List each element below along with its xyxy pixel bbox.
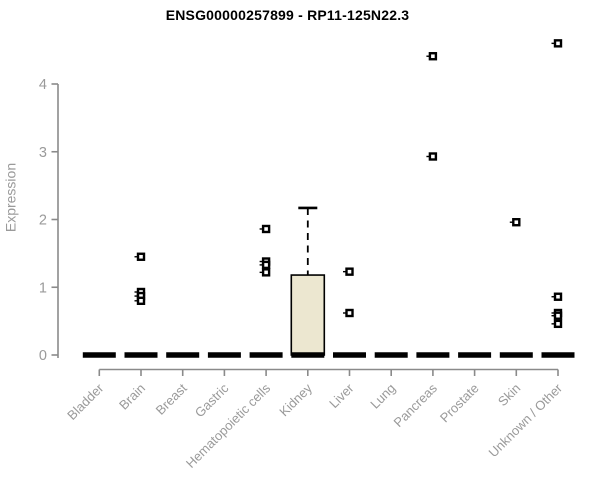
category-label: Breast <box>153 380 190 417</box>
outlier-point <box>553 39 563 48</box>
outlier-point <box>345 308 354 318</box>
category-label: Pancreas <box>391 380 441 430</box>
outlier-point <box>553 311 563 320</box>
outlier-point <box>261 224 271 234</box>
y-tick-label: 3 <box>39 145 47 161</box>
y-tick-label: 2 <box>39 213 47 229</box>
outlier-point <box>428 152 438 161</box>
category-label: Bladder <box>64 380 107 423</box>
category-label: Brain <box>116 381 148 413</box>
chart-title: ENSG00000257899 - RP11-125N22.3 <box>165 7 410 23</box>
outlier-point <box>136 296 146 305</box>
outlier-point <box>428 52 438 61</box>
category-label: Kidney <box>276 380 315 419</box>
outlier-point <box>512 218 521 227</box>
outlier-point <box>345 267 354 276</box>
outlier-point <box>136 252 146 261</box>
outlier-point <box>553 319 563 329</box>
outlier-point <box>553 292 563 301</box>
category-label: Liver <box>326 380 357 411</box>
outlier-point <box>261 268 271 277</box>
category-label: Unknown / Other <box>486 380 566 460</box>
category-label: Lung <box>367 381 398 412</box>
category-label: Skin <box>495 381 523 409</box>
box <box>290 274 326 356</box>
y-tick-label: 4 <box>39 77 47 93</box>
y-tick-label: 0 <box>39 348 47 364</box>
category-label: Prostate <box>437 381 482 426</box>
outlier-point <box>261 260 271 270</box>
y-tick-label: 1 <box>39 280 47 296</box>
category-label: Gastric <box>192 380 232 420</box>
